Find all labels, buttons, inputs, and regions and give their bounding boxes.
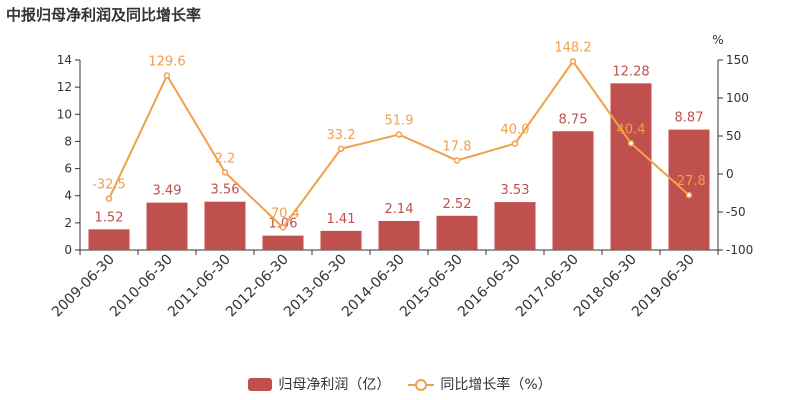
bar-value-label: 2.14 — [385, 202, 414, 217]
bar-value-label: 8.87 — [675, 111, 704, 126]
left-tick-label: 10 — [57, 107, 72, 121]
left-tick-label: 4 — [64, 189, 72, 203]
bar-value-label: 3.56 — [211, 183, 240, 198]
growth-value-label: 148.2 — [554, 40, 591, 55]
bar — [378, 220, 420, 250]
right-tick-label: 100 — [726, 91, 749, 105]
left-tick-label: 6 — [64, 162, 72, 176]
growth-point — [685, 191, 693, 199]
left-tick-label: 14 — [57, 53, 72, 67]
growth-point — [627, 140, 635, 147]
growth-point — [569, 58, 577, 65]
growth-value-label: 40.4 — [617, 122, 646, 137]
legend-bar-swatch — [248, 377, 273, 391]
right-axis-unit: % — [712, 33, 723, 47]
growth-point — [221, 169, 229, 176]
growth-point — [279, 224, 287, 231]
right-tick-label: -100 — [726, 243, 753, 257]
bar — [668, 129, 710, 250]
legend-item-profit[interactable]: 归母净利润（亿） — [248, 374, 390, 394]
growth-value-label: 51.9 — [385, 114, 414, 129]
growth-point — [511, 140, 519, 147]
legend-item-growth[interactable]: 同比增长率（%） — [408, 374, 552, 394]
bar — [610, 83, 652, 250]
growth-value-label: -27.8 — [672, 174, 706, 189]
growth-value-label: 33.2 — [327, 128, 356, 143]
growth-point — [105, 195, 113, 202]
growth-value-label: 40.0 — [501, 123, 530, 138]
bar-value-label: 12.28 — [612, 64, 649, 79]
bar-value-label: 2.52 — [443, 197, 472, 212]
bar-value-label: 1.41 — [327, 212, 356, 227]
legend-line-swatch — [408, 377, 435, 391]
legend-label-growth: 同比增长率（%） — [440, 377, 552, 393]
right-tick-label: 50 — [726, 129, 741, 143]
growth-point — [453, 157, 461, 164]
x-tick-label: 2019-06-30 — [629, 252, 698, 321]
bar — [146, 202, 188, 250]
bar — [204, 201, 246, 250]
growth-point — [163, 72, 171, 79]
bar — [88, 229, 130, 250]
bar-value-label: 8.75 — [559, 112, 588, 127]
right-tick-label: 150 — [726, 53, 749, 67]
bar — [494, 202, 536, 250]
right-tick-label: -50 — [726, 205, 746, 219]
legend: 归母净利润（亿） 同比增长率（%） — [0, 374, 800, 394]
bar-value-label: 1.52 — [95, 210, 124, 225]
right-tick-label: 0 — [726, 167, 734, 181]
bar — [320, 230, 362, 250]
left-tick-label: 2 — [64, 216, 72, 230]
growth-value-label: 129.6 — [148, 55, 185, 70]
bar-value-label: 3.53 — [501, 183, 530, 198]
growth-value-label: -32.5 — [92, 178, 126, 193]
bar-value-label: 3.49 — [153, 184, 182, 199]
growth-value-label: -70.4 — [266, 207, 300, 222]
growth-value-label: 17.8 — [443, 139, 472, 154]
left-tick-label: 0 — [64, 243, 72, 257]
growth-point — [395, 131, 403, 138]
bar — [436, 215, 478, 250]
growth-value-label: 2.2 — [215, 151, 236, 166]
bar — [262, 235, 304, 250]
chart-title: 中报归母净利润及同比增长率 — [6, 6, 202, 24]
left-tick-label: 12 — [57, 80, 72, 94]
legend-label-profit: 归母净利润（亿） — [278, 377, 391, 393]
bar — [552, 131, 594, 250]
left-tick-label: 8 — [64, 134, 72, 148]
growth-point — [337, 145, 345, 153]
